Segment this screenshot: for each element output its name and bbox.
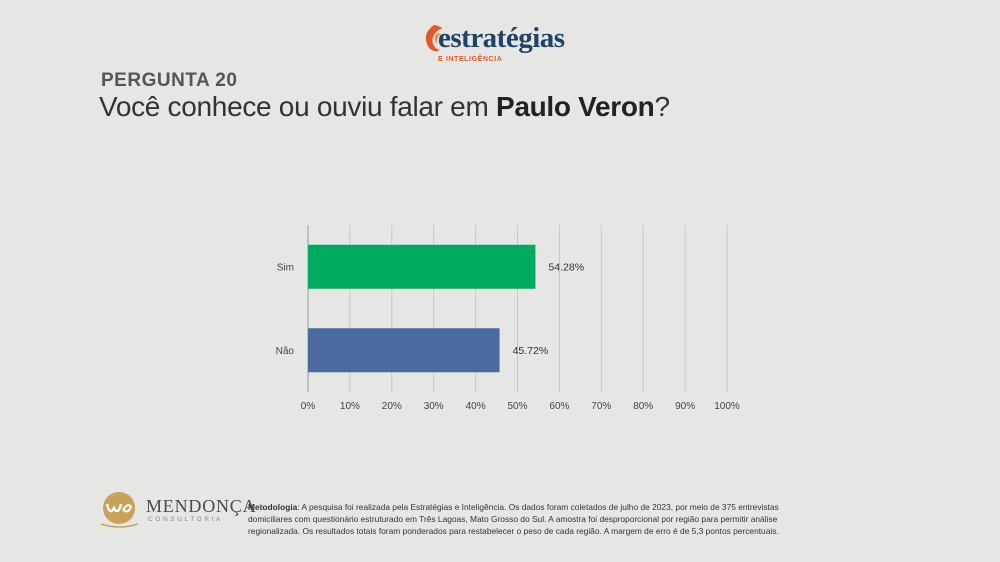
methodology-text: Metodologia: A pesquisa foi realizada pe…	[248, 501, 818, 537]
partner-subtitle: CONSULTORIA	[148, 516, 223, 523]
x-tick-label: 30%	[424, 401, 444, 412]
x-tick-label: 20%	[382, 401, 402, 412]
brand-logo: estratégias E INTELIGÊNCIA	[420, 18, 580, 68]
partner-logo: MENDONÇA CONSULTORIA	[98, 490, 256, 530]
x-tick-label: 100%	[714, 401, 740, 412]
methodology-body: : A pesquisa foi realizada pela Estratég…	[248, 502, 779, 536]
brand-subtitle: E INTELIGÊNCIA	[438, 56, 503, 63]
x-tick-label: 70%	[591, 401, 611, 412]
brand-name: estratégias	[438, 22, 565, 54]
bar	[308, 328, 500, 373]
flame-icon	[425, 25, 443, 52]
x-tick-label: 50%	[507, 401, 527, 412]
question-prefix: Você conhece ou ouviu falar em	[99, 91, 496, 122]
partner-emblem-icon	[100, 492, 139, 528]
data-label: 45.72%	[513, 345, 549, 357]
x-tick-label: 90%	[675, 401, 695, 412]
question-number: PERGUNTA 20	[101, 70, 238, 91]
methodology-label: Metodologia	[248, 502, 298, 512]
category-label: Sim	[277, 262, 294, 273]
category-label: Não	[276, 346, 295, 357]
x-tick-label: 80%	[633, 401, 653, 412]
bar	[308, 244, 536, 289]
question-title: Você conhece ou ouviu falar em Paulo Ver…	[99, 91, 670, 123]
x-tick-label: 0%	[301, 401, 316, 412]
x-tick-label: 10%	[340, 401, 360, 412]
x-tick-label: 60%	[549, 401, 569, 412]
partner-name: MENDONÇA	[146, 496, 257, 516]
bar-chart: 0% 10% 20% 30% 40% 50% 60% 70% 80% 90% 100% Sim 54.2…	[276, 225, 740, 412]
data-label: 54.28%	[548, 261, 584, 273]
question-highlight: Paulo Veron	[495, 91, 655, 122]
x-tick-label: 40%	[466, 401, 486, 412]
question-suffix: ?	[654, 91, 671, 122]
